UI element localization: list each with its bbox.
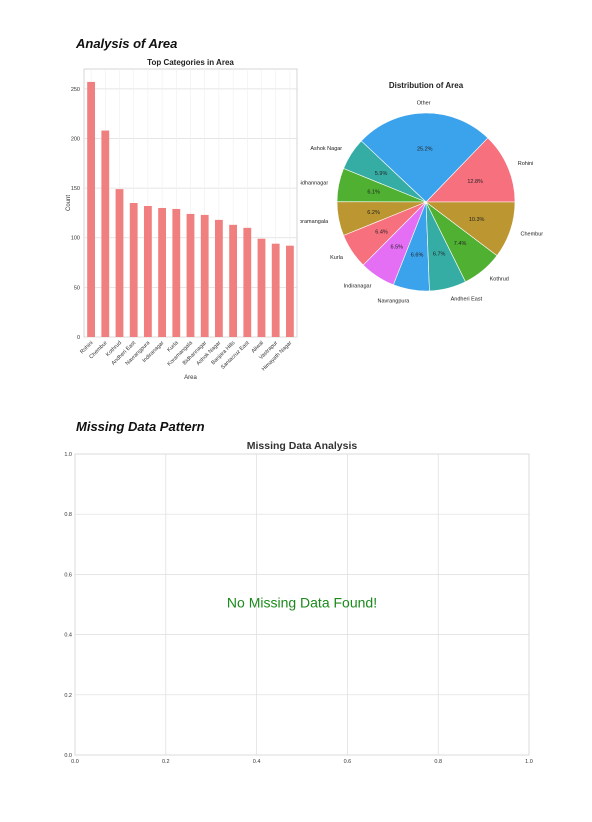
y-tick-label: 0: [77, 335, 80, 341]
pie-slice-label: Navrangpura: [378, 298, 411, 304]
bar: [200, 214, 209, 337]
bar: [257, 238, 266, 337]
pie-pct-label: 12.8%: [467, 179, 483, 185]
y-tick-label: 100: [71, 236, 80, 242]
pie-pct-label: 6.5%: [391, 245, 404, 251]
pie-pct-label: 10.3%: [469, 217, 485, 223]
no-missing-data-message: No Missing Data Found!: [227, 595, 377, 611]
bar: [143, 205, 152, 337]
pie-pct-label: 6.6%: [411, 253, 424, 259]
area-section-title: Analysis of Area: [76, 36, 178, 51]
y-tick-label: 200: [71, 136, 80, 142]
y-tick-label: 250: [71, 87, 80, 93]
bar: [172, 208, 181, 337]
bar: [158, 207, 167, 337]
bar: [87, 81, 96, 337]
bar: [186, 213, 195, 337]
pie-slice-label: Koramangala: [300, 219, 329, 225]
pie-slice: [425, 201, 516, 257]
pie-slice-label: Kurla: [330, 255, 344, 261]
y-tick-label: 0.0: [64, 753, 72, 759]
y-tick-label: 0.4: [64, 633, 72, 639]
bar: [129, 203, 138, 337]
x-tick-label: 0.0: [71, 759, 79, 765]
pie-pct-label: 6.7%: [433, 252, 446, 258]
y-tick-label: 50: [74, 285, 80, 291]
pie-pct-label: 6.1%: [367, 190, 380, 196]
y-tick-label: 0.8: [64, 512, 72, 518]
pie-pct-label: 7.4%: [454, 241, 467, 247]
pie-pct-label: 25.2%: [417, 147, 433, 153]
y-tick-label: 150: [71, 186, 80, 192]
pie-slice-label: Other: [417, 100, 431, 106]
x-axis-label: Area: [184, 375, 197, 381]
y-axis-label: Count: [66, 195, 72, 211]
x-tick-label: 0.8: [434, 759, 442, 765]
pie-slice-label: Indiranagar: [344, 283, 372, 289]
bar: [115, 189, 124, 337]
bar: [214, 219, 223, 337]
y-tick-label: 0.6: [64, 572, 72, 578]
pie-slice: [360, 112, 489, 203]
bar: [243, 227, 252, 337]
x-tick-label: 0.2: [162, 759, 170, 765]
pie-pct-label: 5.9%: [375, 171, 388, 177]
bar: [271, 243, 280, 337]
pie-pct-label: 6.4%: [375, 230, 388, 236]
pie-chart-title: Distribution of Area: [389, 81, 464, 90]
pie-slice: [425, 137, 516, 203]
bar: [101, 130, 110, 337]
bar-chart: Top Categories in Area050100150200250Roh…: [66, 58, 298, 381]
bar: [229, 224, 238, 337]
x-tick-label: 0.4: [253, 759, 261, 765]
missing-data-chart: Missing Data Analysis 0.0 0.2 0.4 0.6 0.8 1.0 0…: [64, 440, 533, 765]
y-tick-label: 1.0: [64, 452, 72, 458]
bar: [285, 245, 294, 337]
pie-slice-label: Rohini: [518, 161, 534, 167]
pie-slice-label: Kothrud: [490, 277, 509, 283]
pie-slice-label: Andheri East: [451, 297, 483, 303]
pie-slice-label: Ashok Nagar: [310, 146, 342, 152]
missing-section-title: Missing Data Pattern: [76, 419, 205, 434]
pie-chart: Distribution of Area 12.8% Rohini 25.2% Othe…: [300, 81, 544, 304]
pie-slice-label: Chembur: [521, 232, 544, 238]
pie-slice-label: Bidhannagar: [300, 181, 328, 187]
y-tick-label: 0.2: [64, 693, 72, 699]
bar-chart-title: Top Categories in Area: [147, 58, 234, 67]
x-tick-label: 0.6: [344, 759, 352, 765]
plot-area: [74, 453, 530, 756]
missing-chart-title: Missing Data Analysis: [247, 440, 358, 452]
x-tick-label: 1.0: [525, 759, 533, 765]
pie-pct-label: 6.2%: [367, 210, 380, 216]
